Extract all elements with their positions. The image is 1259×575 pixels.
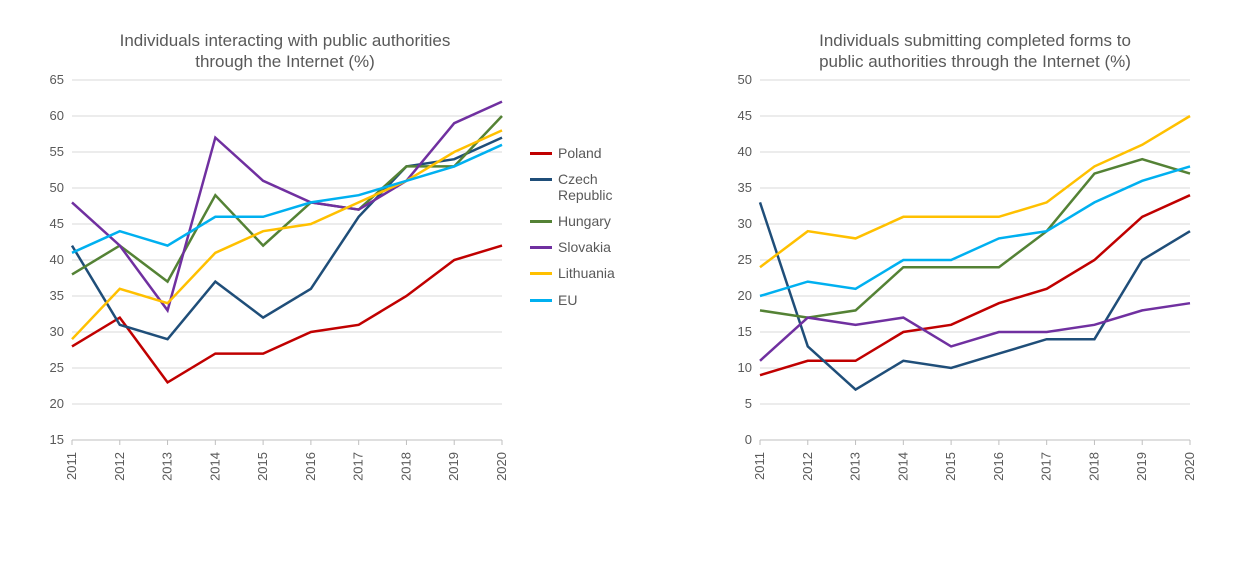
y-tick-label: 40 xyxy=(738,144,752,159)
y-tick-label: 50 xyxy=(50,180,64,195)
x-tick-label: 2013 xyxy=(160,452,175,481)
legend-label: Slovakia xyxy=(558,239,611,255)
chart-legend: Poland CzechRepublic Hungary Slovakia Lithua… xyxy=(530,135,615,318)
right-chart-svg: 0 5 10 15 20 25 30 35 40 45 50 2011 2012 2013 2014 2015… xyxy=(700,0,1259,575)
x-tick-label: 2017 xyxy=(351,452,366,481)
left-chart-title: Individuals interacting with public auth… xyxy=(70,30,500,73)
y-tick-label: 65 xyxy=(50,72,64,87)
left-chart-panel: Individuals interacting with public auth… xyxy=(0,0,700,575)
series-line-czech-republic xyxy=(72,138,502,340)
legend-label: EU xyxy=(558,292,577,308)
y-tick-label: 40 xyxy=(50,252,64,267)
legend-item-eu: EU xyxy=(530,292,615,308)
legend-item-hungary: Hungary xyxy=(530,213,615,229)
legend-swatch xyxy=(530,246,552,249)
y-tick-label: 55 xyxy=(50,144,64,159)
x-tick-label: 2018 xyxy=(398,452,413,481)
x-tick-label: 2012 xyxy=(800,452,815,481)
y-tick-label: 25 xyxy=(50,360,64,375)
series-line-hungary xyxy=(72,116,502,282)
legend-swatch xyxy=(530,299,552,302)
right-chart-panel: Individuals submitting completed forms t… xyxy=(700,0,1259,575)
legend-label: Lithuania xyxy=(558,265,615,281)
x-tick-label: 2019 xyxy=(1134,452,1149,481)
y-tick-label: 0 xyxy=(745,432,752,447)
series-line-poland xyxy=(72,246,502,383)
x-tick-label: 2011 xyxy=(752,452,767,480)
y-tick-label: 25 xyxy=(738,252,752,267)
y-tick-label: 15 xyxy=(50,432,64,447)
y-tick-label: 60 xyxy=(50,108,64,123)
legend-label: CzechRepublic xyxy=(558,171,612,203)
figure-pair: Individuals interacting with public auth… xyxy=(0,0,1259,575)
legend-swatch xyxy=(530,272,552,275)
y-tick-label: 50 xyxy=(738,72,752,87)
legend-item-poland: Poland xyxy=(530,145,615,161)
x-tick-label: 2012 xyxy=(112,452,127,481)
legend-swatch xyxy=(530,220,552,223)
legend-label: Poland xyxy=(558,145,602,161)
y-tick-label: 30 xyxy=(50,324,64,339)
series-line-hungary xyxy=(760,159,1190,317)
series-line-lithuania xyxy=(760,116,1190,267)
x-tick-label: 2018 xyxy=(1086,452,1101,481)
x-tick-label: 2013 xyxy=(848,452,863,481)
x-tick-label: 2016 xyxy=(303,452,318,481)
x-tick-label: 2011 xyxy=(64,452,79,480)
y-tick-label: 5 xyxy=(745,396,752,411)
legend-swatch xyxy=(530,152,552,155)
y-tick-label: 15 xyxy=(738,324,752,339)
y-tick-label: 45 xyxy=(50,216,64,231)
x-tick-label: 2015 xyxy=(943,452,958,481)
x-tick-label: 2014 xyxy=(895,452,910,481)
legend-item-czech-republic: CzechRepublic xyxy=(530,171,615,203)
legend-item-lithuania: Lithuania xyxy=(530,265,615,281)
y-tick-label: 20 xyxy=(50,396,64,411)
legend-item-slovakia: Slovakia xyxy=(530,239,615,255)
x-tick-label: 2019 xyxy=(446,452,461,481)
y-tick-label: 30 xyxy=(738,216,752,231)
y-tick-label: 45 xyxy=(738,108,752,123)
right-chart-title: Individuals submitting completed forms t… xyxy=(760,30,1190,73)
series-line-slovakia xyxy=(72,102,502,311)
x-tick-label: 2015 xyxy=(255,452,270,481)
y-tick-label: 10 xyxy=(738,360,752,375)
series-line-lithuania xyxy=(72,130,502,339)
legend-label: Hungary xyxy=(558,213,611,229)
y-tick-label: 35 xyxy=(50,288,64,303)
x-tick-label: 2020 xyxy=(1182,452,1197,481)
y-tick-label: 35 xyxy=(738,180,752,195)
x-tick-label: 2017 xyxy=(1039,452,1054,481)
x-tick-label: 2014 xyxy=(207,452,222,481)
x-tick-label: 2016 xyxy=(991,452,1006,481)
legend-swatch xyxy=(530,178,552,181)
y-tick-label: 20 xyxy=(738,288,752,303)
x-tick-label: 2020 xyxy=(494,452,509,481)
